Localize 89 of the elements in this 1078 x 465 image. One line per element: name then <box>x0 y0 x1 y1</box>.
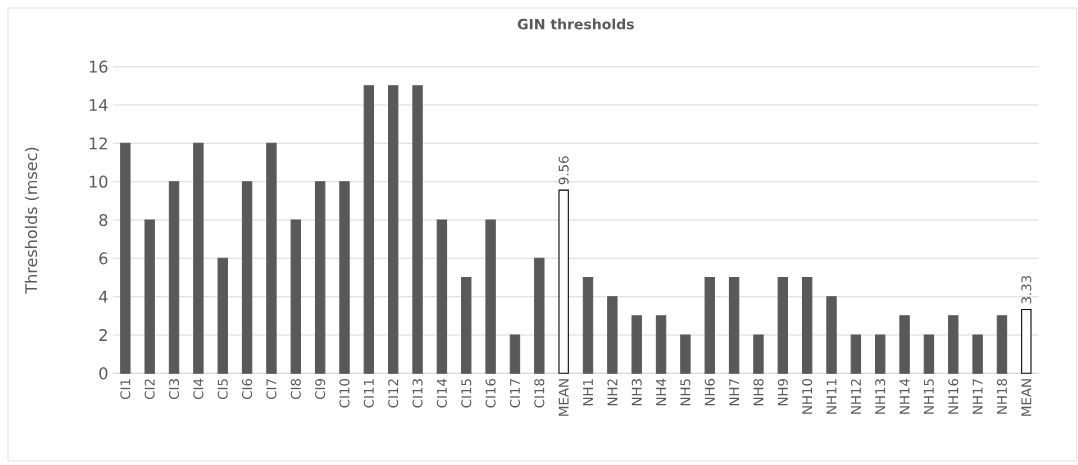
bar <box>485 219 496 374</box>
x-tick-label: NH10 <box>802 378 813 414</box>
x-tick-label: CI18 <box>534 378 545 408</box>
x-tick-label: NH2 <box>607 379 618 406</box>
bar <box>241 181 253 374</box>
x-tick-label: CI13 <box>412 379 423 408</box>
bar <box>534 257 545 374</box>
x-tick-label: NH1 <box>583 379 593 406</box>
y-tick-label: 8 <box>99 213 108 227</box>
bar <box>193 142 204 374</box>
x-tick-label: NH4 <box>656 378 666 406</box>
x-tick-label: NH6 <box>704 378 715 406</box>
y-tick-label: 4 <box>99 290 108 303</box>
bar <box>923 334 935 374</box>
x-tick-label: NH8 <box>753 378 764 406</box>
y-tick-label: 12 <box>89 137 107 150</box>
bar <box>972 334 983 374</box>
x-tick-label: CI12 <box>388 379 399 408</box>
x-tick-label: CI17 <box>509 379 520 408</box>
x-tick-label: NH16 <box>948 378 959 414</box>
bar <box>558 189 569 374</box>
bar <box>631 315 642 374</box>
bar <box>607 296 618 374</box>
x-tick-label: NH15 <box>923 379 934 414</box>
bar <box>948 315 959 374</box>
x-tick-label: NH7 <box>729 379 739 406</box>
bar <box>217 257 228 374</box>
x-tick-label: NH3 <box>631 379 642 406</box>
bar <box>582 276 594 374</box>
chart-title: GIN thresholds <box>517 18 634 30</box>
y-tick-label: 16 <box>89 60 108 73</box>
bar <box>436 219 448 374</box>
bar <box>461 276 472 374</box>
x-tick-label: NH14 <box>899 378 910 414</box>
data-label: 3.33 <box>1021 275 1032 304</box>
bar <box>387 85 399 374</box>
x-tick-label: CI11 <box>363 379 374 408</box>
y-tick-label: 2 <box>99 329 107 341</box>
x-tick-label: MEAN <box>1021 379 1032 416</box>
bar <box>704 276 715 374</box>
bar <box>1021 308 1032 374</box>
bar <box>412 85 423 374</box>
bar <box>728 276 740 374</box>
bar <box>314 181 326 374</box>
y-tick-label: 14 <box>89 99 108 111</box>
x-tick-label: CI10 <box>339 378 350 408</box>
x-tick-label: NH18 <box>996 378 1008 414</box>
x-tick-label: NH13 <box>875 379 886 414</box>
bar <box>801 276 813 374</box>
x-tick-label: CI8 <box>290 378 301 400</box>
bar <box>363 85 375 374</box>
x-tick-label: CI16 <box>485 378 496 408</box>
x-tick-label: NH9 <box>777 378 788 406</box>
bar <box>996 315 1008 374</box>
bar <box>850 334 862 374</box>
x-tick-label: CI7 <box>266 379 277 400</box>
bar <box>168 181 180 374</box>
bar <box>339 181 350 374</box>
x-tick-label: CI9 <box>315 378 326 400</box>
x-tick-label: CI5 <box>217 379 228 400</box>
bar <box>875 334 886 374</box>
bar <box>655 315 667 374</box>
y-tick-label: 10 <box>89 175 108 188</box>
bar <box>290 219 301 374</box>
x-tick-label: CI1 <box>120 379 131 400</box>
bar <box>509 334 521 374</box>
y-tick-label: 6 <box>99 252 108 265</box>
x-tick-label: CI3 <box>168 379 180 400</box>
x-tick-label: NH5 <box>680 379 691 406</box>
data-label: 9.56 <box>558 156 569 185</box>
x-tick-label: CI2 <box>144 379 155 400</box>
x-tick-label: NH11 <box>826 379 837 414</box>
x-tick-label: CI6 <box>242 378 253 400</box>
bar <box>266 142 277 374</box>
bar <box>120 142 131 374</box>
x-tick-label: CI14 <box>436 378 447 408</box>
x-tick-label: NH12 <box>850 379 861 414</box>
bar <box>753 334 764 374</box>
bar <box>144 219 155 374</box>
x-tick-label: CI4 <box>193 378 204 400</box>
y-axis-title: Thresholds (msec) <box>24 147 40 294</box>
x-tick-label: CI15 <box>461 379 472 408</box>
bar <box>777 276 789 374</box>
bar <box>826 296 837 374</box>
x-tick-label: NH17 <box>972 379 983 414</box>
bar <box>899 315 910 374</box>
bar <box>680 334 691 374</box>
y-tick-label: 0 <box>99 367 108 380</box>
x-tick-label: MEAN <box>558 379 569 416</box>
